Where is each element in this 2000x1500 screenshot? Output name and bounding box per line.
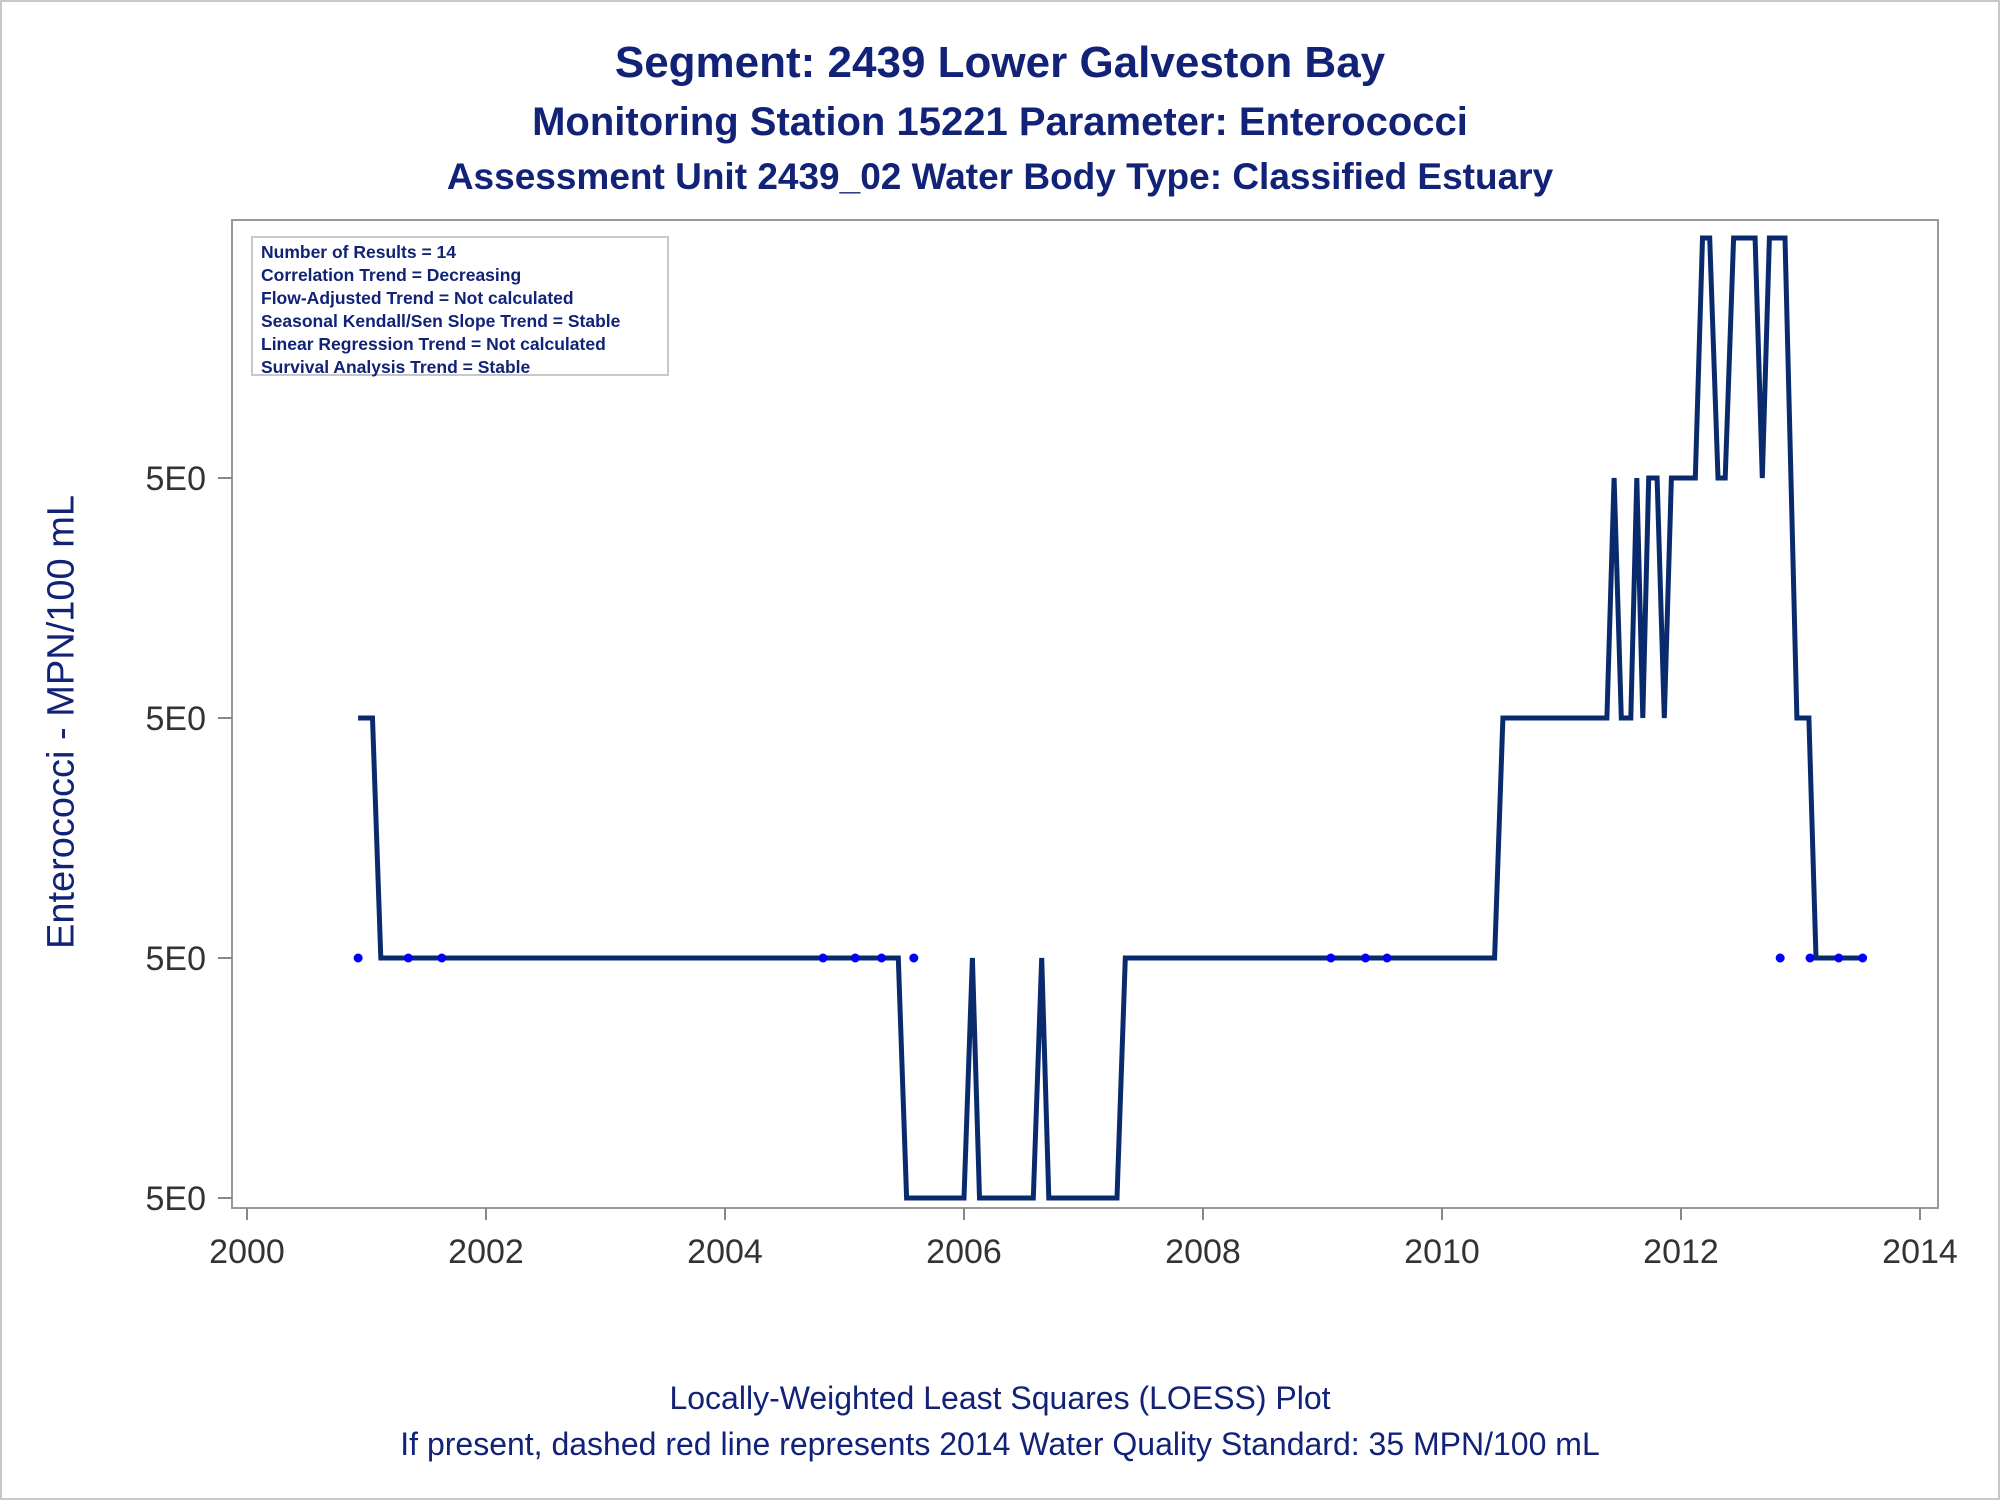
data-points	[353, 953, 1868, 963]
y-tick-label: 5E0	[146, 1180, 207, 1218]
y-axis: 5E0 5E0 5E0 5E0	[146, 460, 232, 1218]
stat-linear-regression-trend: Linear Regression Trend = Not calculated	[261, 334, 606, 354]
y-tick-label: 5E0	[146, 460, 207, 498]
x-tick-label: 2000	[209, 1233, 285, 1271]
x-tick-label: 2002	[448, 1233, 524, 1271]
data-point	[877, 953, 887, 963]
x-tick-label: 2010	[1404, 1233, 1480, 1271]
data-point	[818, 953, 828, 963]
plot-area	[231, 219, 1939, 1209]
stat-survival-analysis-trend: Survival Analysis Trend = Stable	[261, 357, 531, 377]
trend-stats-box: Number of Results = 14 Correlation Trend…	[251, 236, 669, 377]
stat-flow-adjusted-trend: Flow-Adjusted Trend = Not calculated	[261, 288, 574, 308]
x-tick-label: 2014	[1882, 1233, 1958, 1271]
x-tick-label: 2012	[1643, 1233, 1719, 1271]
data-point	[909, 953, 919, 963]
chart-subtitle-assessment: Assessment Unit 2439_02 Water Body Type:…	[446, 156, 1554, 197]
data-point	[403, 953, 413, 963]
loess-line	[358, 235, 1860, 1201]
x-tick-label: 2008	[1165, 1233, 1241, 1271]
data-point	[1858, 953, 1868, 963]
chart-subtitle-station: Monitoring Station 15221 Parameter: Ente…	[532, 100, 1468, 144]
data-point	[1361, 953, 1371, 963]
x-axis: 2000 2002 2004 2006 2008 2010 2012 2014	[209, 1208, 1958, 1271]
data-point	[1326, 953, 1336, 963]
x-tick-label: 2004	[687, 1233, 763, 1271]
chart-title: Segment: 2439 Lower Galveston Bay	[614, 38, 1386, 87]
stat-correlation-trend: Correlation Trend = Decreasing	[261, 265, 522, 285]
data-point	[1834, 953, 1844, 963]
y-axis-label: Enterococci - MPN/100 mL	[40, 494, 83, 950]
stat-number-of-results: Number of Results = 14	[261, 242, 456, 262]
footnote-loess: Locally-Weighted Least Squares (LOESS) P…	[669, 1380, 1331, 1416]
y-tick-label: 5E0	[146, 700, 207, 738]
data-point	[1382, 953, 1392, 963]
data-point	[1775, 953, 1785, 963]
footnote-standard: If present, dashed red line represents 2…	[400, 1426, 1600, 1462]
data-point	[353, 953, 363, 963]
data-point	[437, 953, 447, 963]
x-tick-label: 2006	[926, 1233, 1002, 1271]
data-point	[1805, 953, 1815, 963]
data-point	[850, 953, 860, 963]
stat-seasonal-kendall-trend: Seasonal Kendall/Sen Slope Trend = Stabl…	[261, 311, 621, 331]
y-tick-label: 5E0	[146, 940, 207, 978]
